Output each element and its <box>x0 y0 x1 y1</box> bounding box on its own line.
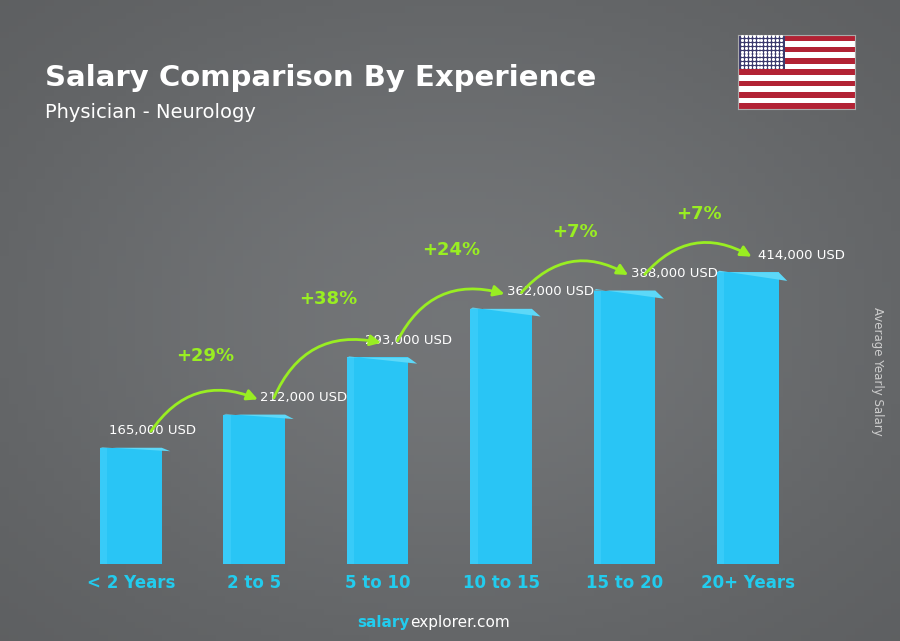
Text: 212,000 USD: 212,000 USD <box>260 391 347 404</box>
Text: +7%: +7% <box>553 223 598 241</box>
Bar <box>738 47 855 53</box>
Polygon shape <box>285 419 293 564</box>
Polygon shape <box>717 271 788 281</box>
Bar <box>346 358 355 564</box>
Polygon shape <box>532 317 541 564</box>
Text: Salary Comparison By Experience: Salary Comparison By Experience <box>45 64 596 92</box>
Text: 414,000 USD: 414,000 USD <box>758 249 844 262</box>
Text: 293,000 USD: 293,000 USD <box>365 334 453 347</box>
Bar <box>738 41 855 47</box>
Polygon shape <box>162 451 170 564</box>
Bar <box>738 35 785 69</box>
Text: +29%: +29% <box>176 347 234 365</box>
Text: Average Yearly Salary: Average Yearly Salary <box>871 308 884 436</box>
Bar <box>594 290 655 564</box>
Bar <box>470 309 532 564</box>
Bar <box>738 92 855 97</box>
Bar <box>738 87 855 92</box>
Text: Physician - Neurology: Physician - Neurology <box>45 103 256 122</box>
Text: explorer.com: explorer.com <box>410 615 510 630</box>
Bar <box>738 103 855 109</box>
Bar <box>738 53 855 58</box>
Text: 362,000 USD: 362,000 USD <box>508 285 594 298</box>
Bar <box>738 81 855 87</box>
Bar <box>717 272 778 564</box>
Polygon shape <box>223 414 293 419</box>
Bar <box>223 415 285 564</box>
Bar <box>738 97 855 103</box>
Polygon shape <box>470 308 541 317</box>
Bar <box>100 447 107 564</box>
Bar <box>100 447 162 564</box>
Polygon shape <box>100 447 170 451</box>
Polygon shape <box>778 281 788 564</box>
Bar <box>738 58 855 63</box>
Polygon shape <box>346 356 417 363</box>
Polygon shape <box>409 363 417 564</box>
Bar <box>738 75 855 81</box>
Text: salary: salary <box>357 615 410 630</box>
Bar <box>594 290 601 564</box>
Polygon shape <box>655 299 664 564</box>
Text: 388,000 USD: 388,000 USD <box>631 267 717 280</box>
Bar <box>223 415 230 564</box>
Text: +24%: +24% <box>423 242 481 260</box>
Text: +38%: +38% <box>299 290 357 308</box>
Bar <box>346 358 409 564</box>
Bar <box>738 35 855 41</box>
Bar <box>738 69 855 75</box>
Bar <box>717 272 725 564</box>
Bar <box>470 309 478 564</box>
Text: +7%: +7% <box>676 205 721 223</box>
Bar <box>738 63 855 69</box>
Text: 165,000 USD: 165,000 USD <box>109 424 195 437</box>
Polygon shape <box>594 289 664 299</box>
